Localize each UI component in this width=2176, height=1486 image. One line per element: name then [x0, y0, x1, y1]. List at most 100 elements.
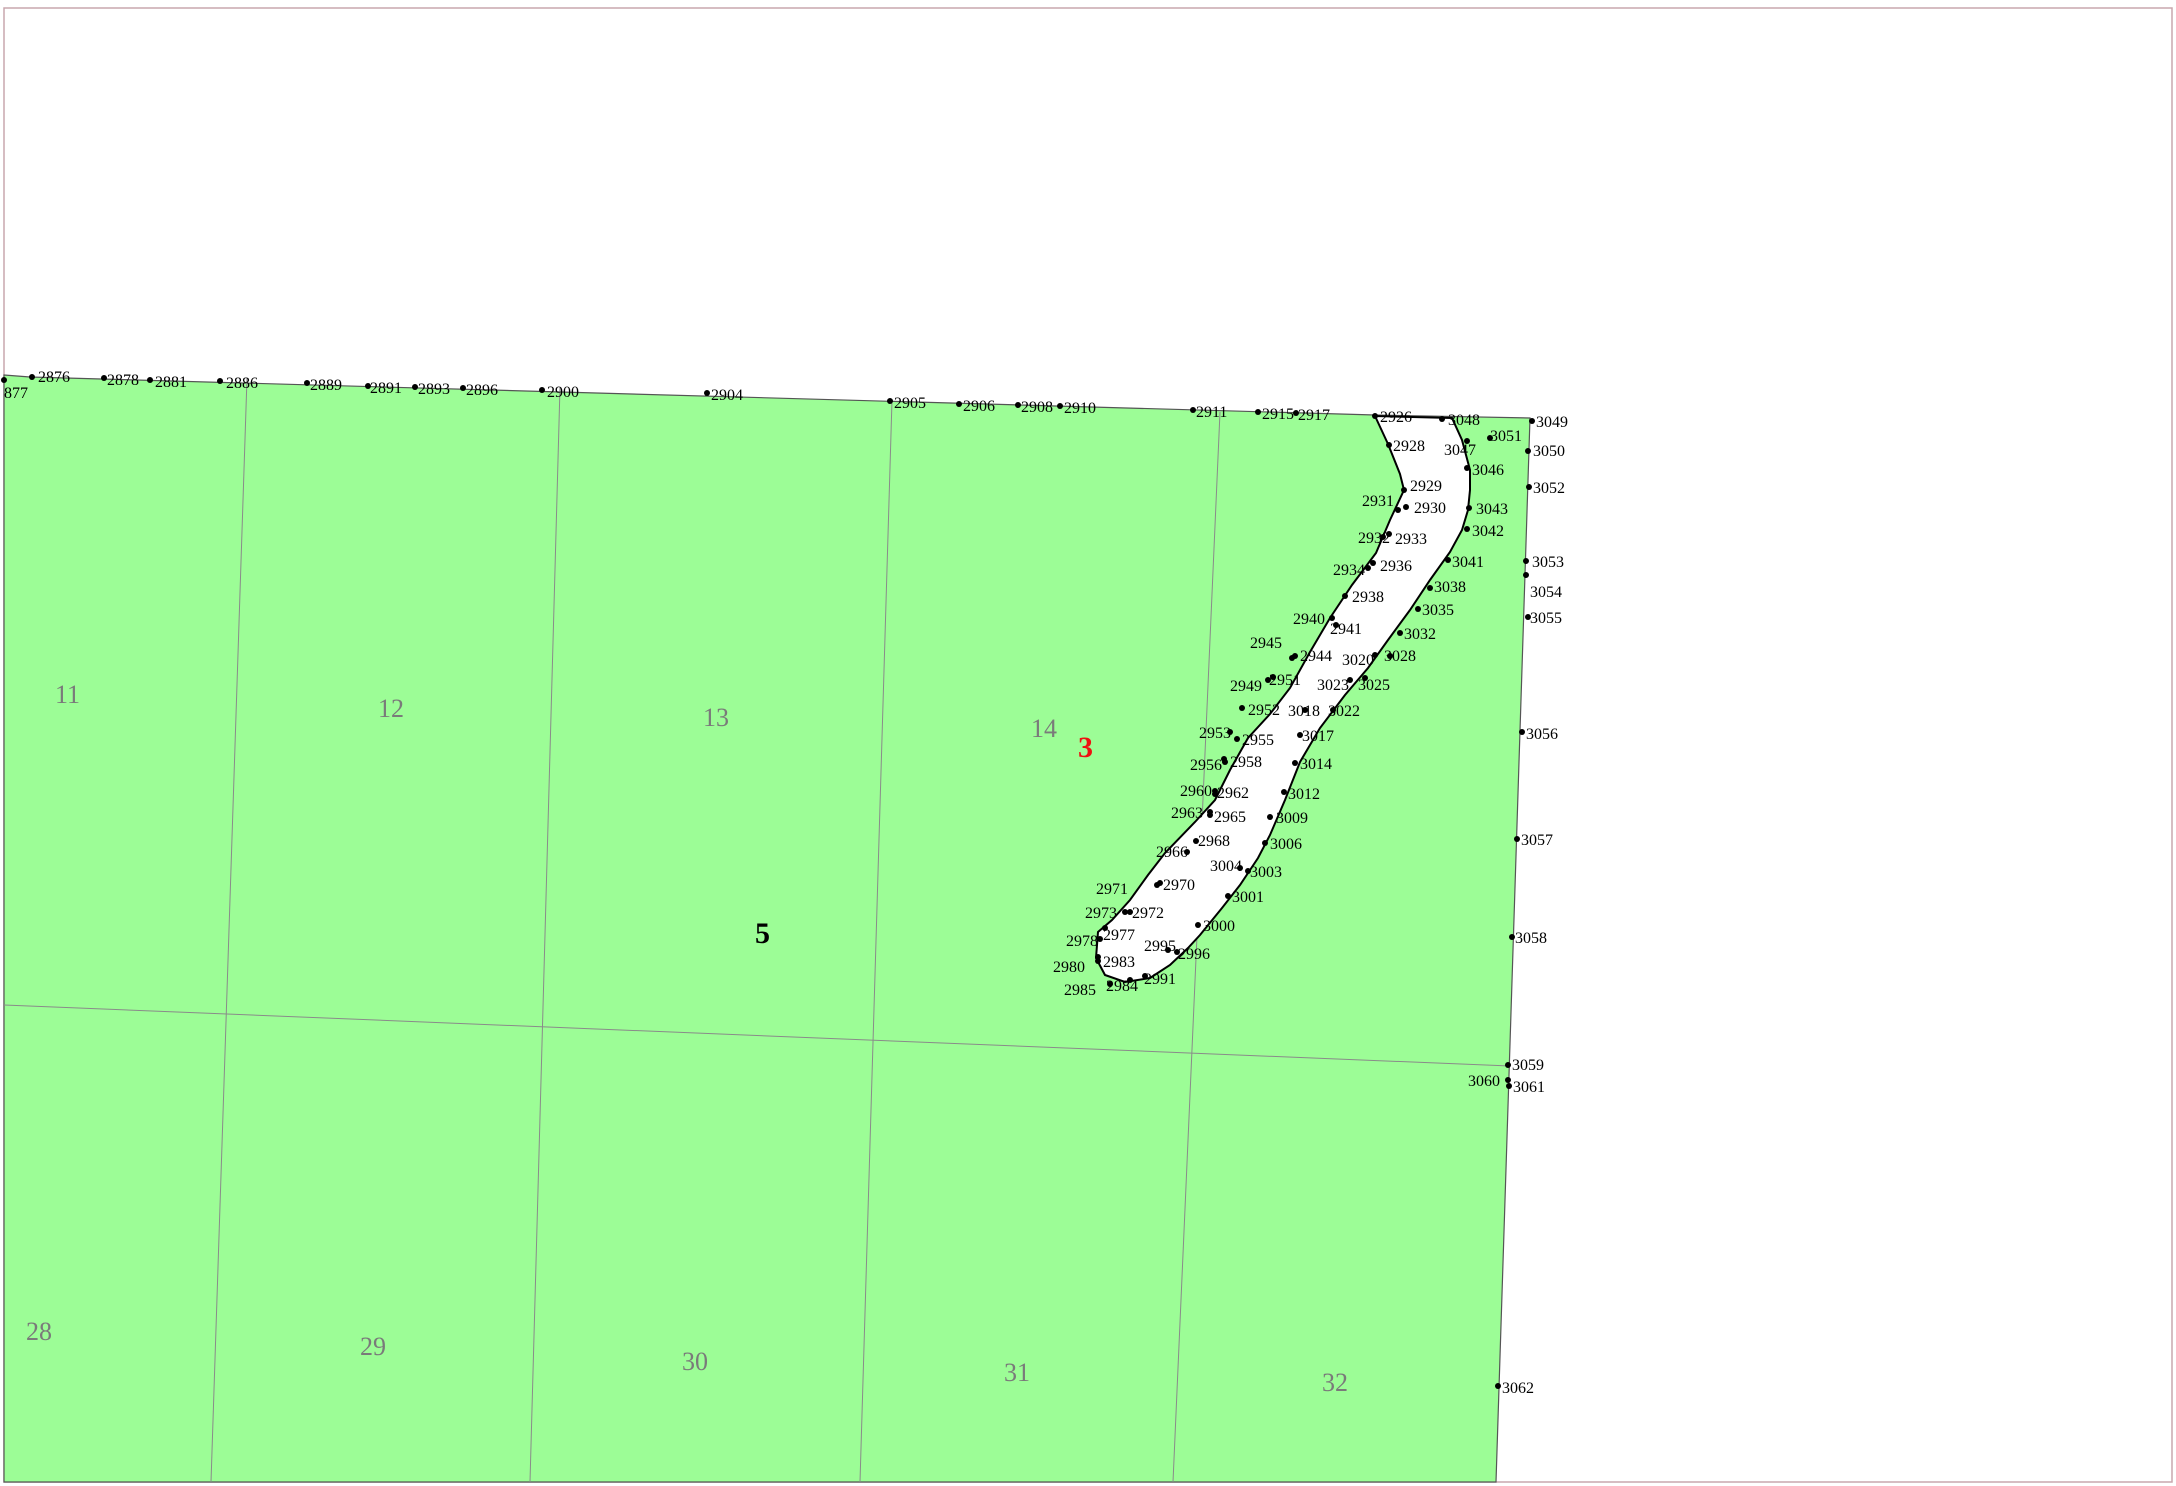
survey-point-marker	[1464, 465, 1470, 471]
survey-point-label: 877	[4, 385, 28, 402]
survey-point-marker	[1292, 653, 1298, 659]
survey-point-label: 3042	[1472, 523, 1504, 540]
survey-point-marker	[887, 398, 893, 404]
section-labels: 11 12 13 14 28 29 30 31 32	[26, 680, 1348, 1397]
survey-point-label: 3035	[1422, 602, 1454, 619]
survey-point-label: 3018	[1288, 703, 1320, 720]
survey-point-marker	[147, 377, 153, 383]
survey-point-marker	[1184, 849, 1190, 855]
excluded-strip[interactable]	[1094, 414, 1471, 984]
survey-point-label: 2985	[1064, 982, 1096, 999]
survey-point-label: 2930	[1414, 500, 1446, 517]
survey-point-marker	[101, 375, 107, 381]
survey-point-label: 3060	[1468, 1073, 1500, 1090]
survey-point-marker	[1505, 1062, 1511, 1068]
survey-point-label: 2910	[1064, 400, 1096, 417]
survey-point-marker	[1174, 949, 1180, 955]
survey-point-marker	[1142, 973, 1148, 979]
survey-point-label: 2944	[1300, 648, 1332, 665]
section-label: 28	[26, 1317, 52, 1346]
survey-point-label: 3057	[1521, 832, 1553, 849]
parcel-label-5[interactable]: 5	[755, 917, 770, 950]
survey-point-label: 3001	[1232, 889, 1264, 906]
survey-point-label: 3014	[1300, 756, 1332, 773]
survey-point-marker	[1387, 653, 1393, 659]
survey-point-label: 3000	[1203, 918, 1235, 935]
survey-point-marker	[1270, 674, 1276, 680]
survey-point-label: 2926	[1380, 409, 1412, 426]
survey-point-label: 2958	[1230, 754, 1262, 771]
survey-point-marker	[1122, 909, 1128, 915]
section-label: 30	[682, 1347, 708, 1376]
survey-point-marker	[1330, 707, 1336, 713]
survey-point-label: 2971	[1096, 881, 1128, 898]
survey-point-marker	[460, 385, 466, 391]
survey-point-marker	[1102, 925, 1108, 931]
survey-point-marker	[1193, 838, 1199, 844]
survey-point-marker	[1464, 526, 1470, 532]
survey-point-marker	[1329, 615, 1335, 621]
survey-point-label: 2965	[1214, 809, 1246, 826]
survey-point-label: 2886	[226, 375, 258, 392]
survey-point-marker	[1487, 435, 1493, 441]
survey-point-label: 3062	[1502, 1380, 1534, 1397]
survey-point-marker	[1395, 507, 1401, 513]
section-label: 13	[703, 703, 729, 732]
survey-point-marker	[1097, 936, 1103, 942]
survey-points: 877 2876 2878 2881 2886 2889 2891 2893 2896 2900 2…	[1, 369, 1568, 1397]
survey-point-marker	[1127, 977, 1133, 983]
parcel-label-3[interactable]: 3	[1078, 731, 1093, 764]
survey-point-label: 2904	[711, 387, 743, 404]
survey-point-label: 2978	[1066, 933, 1098, 950]
survey-point-label: 2983	[1103, 954, 1135, 971]
survey-point-label: 3028	[1384, 648, 1416, 665]
survey-point-marker	[1095, 954, 1101, 960]
survey-point-label: 2963	[1171, 805, 1203, 822]
survey-point-marker	[1342, 593, 1348, 599]
survey-point-marker	[1302, 707, 1308, 713]
survey-point-label: 2933	[1395, 531, 1427, 548]
survey-point-marker	[1403, 504, 1409, 510]
survey-point-marker	[1190, 407, 1196, 413]
survey-point-marker	[1372, 652, 1378, 658]
survey-point-label: 2940	[1293, 611, 1325, 628]
survey-point-label: 2915	[1262, 406, 1294, 423]
survey-point-label: 2936	[1380, 558, 1412, 575]
survey-point-marker	[1281, 789, 1287, 795]
section-label: 14	[1031, 714, 1057, 743]
survey-point-label: 2891	[370, 380, 402, 397]
section-label: 11	[55, 680, 80, 709]
survey-point-marker	[1293, 410, 1299, 416]
survey-point-marker	[304, 380, 310, 386]
survey-point-label: 2908	[1021, 399, 1053, 416]
survey-point-label: 2905	[894, 395, 926, 412]
survey-point-marker	[1225, 893, 1231, 899]
grid-line	[859, 399, 893, 1483]
survey-point-marker	[1347, 677, 1353, 683]
survey-point-label: 3055	[1530, 610, 1562, 627]
survey-point-label: 2906	[963, 398, 995, 415]
section-grid	[3, 377, 1511, 1483]
survey-point-marker	[412, 384, 418, 390]
section-label: 32	[1322, 1368, 1348, 1397]
survey-point-marker	[704, 390, 710, 396]
survey-point-marker	[1464, 438, 1470, 444]
survey-point-label: 2996	[1178, 946, 1210, 963]
survey-point-label: 2970	[1163, 877, 1195, 894]
survey-point-label: 2932	[1358, 530, 1390, 547]
survey-point-label: 2966	[1156, 844, 1188, 861]
survey-point-label: 3053	[1532, 554, 1564, 571]
survey-point-marker	[1057, 403, 1063, 409]
survey-point-marker	[1365, 565, 1371, 571]
grid-line	[210, 377, 248, 1483]
survey-point-label: 2995	[1144, 938, 1176, 955]
survey-point-label: 2956	[1190, 757, 1222, 774]
survey-point-label: 3051	[1490, 428, 1522, 445]
survey-point-marker	[1506, 1083, 1512, 1089]
survey-point-marker	[1195, 922, 1201, 928]
survey-point-label: 2973	[1085, 905, 1117, 922]
survey-point-marker	[1439, 416, 1445, 422]
survey-point-marker	[1157, 880, 1163, 886]
survey-point-label: 3022	[1328, 703, 1360, 720]
